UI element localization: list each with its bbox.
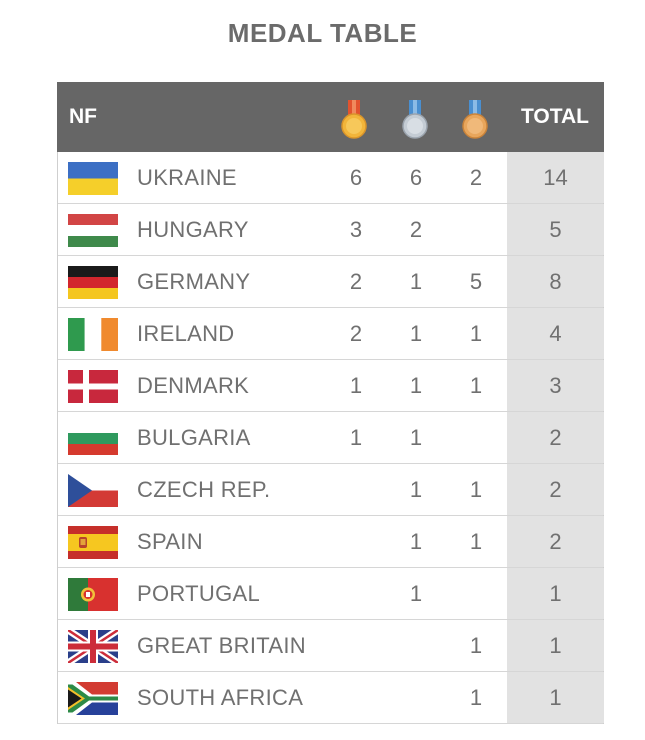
silver-count: 1 bbox=[409, 477, 423, 502]
denmark-flag-icon bbox=[68, 370, 118, 403]
table-row: DENMARK 1 1 1 3 bbox=[58, 360, 604, 412]
bronze-count: 1 bbox=[469, 373, 483, 398]
gold-count: 6 bbox=[349, 165, 363, 190]
gold-medal-icon bbox=[341, 100, 367, 139]
bronze-count: 1 bbox=[469, 477, 483, 502]
gold-count: 2 bbox=[349, 269, 363, 294]
header-nf: NF bbox=[69, 105, 97, 128]
ukraine-flag-icon bbox=[68, 162, 118, 195]
silver-count: 6 bbox=[409, 165, 423, 190]
total-count: 5 bbox=[507, 204, 604, 255]
total-count: 2 bbox=[507, 516, 604, 567]
total-count: 3 bbox=[507, 360, 604, 411]
bronze-count: 5 bbox=[469, 269, 483, 294]
table-body: UKRAINE 6 6 2 14 HUNGARY 3 2 5 GERMANY 2… bbox=[57, 152, 604, 724]
total-count: 2 bbox=[507, 412, 604, 463]
hungary-flag-icon bbox=[68, 214, 118, 247]
silver-count: 2 bbox=[409, 217, 423, 242]
great-britain-flag-icon bbox=[68, 630, 118, 663]
country-name: UKRAINE bbox=[137, 165, 237, 190]
table-header: NF TOTAL bbox=[57, 82, 604, 152]
gold-count: 2 bbox=[349, 321, 363, 346]
table-row: CZECH REP. 1 1 2 bbox=[58, 464, 604, 516]
silver-count: 1 bbox=[409, 269, 423, 294]
bulgaria-flag-icon bbox=[68, 422, 118, 455]
country-name: DENMARK bbox=[137, 373, 250, 398]
silver-count: 1 bbox=[409, 529, 423, 554]
country-name: IRELAND bbox=[137, 321, 235, 346]
silver-count: 1 bbox=[409, 373, 423, 398]
czech-flag-icon bbox=[68, 474, 118, 507]
bronze-count: 1 bbox=[469, 685, 483, 710]
germany-flag-icon bbox=[68, 266, 118, 299]
bronze-count: 1 bbox=[469, 321, 483, 346]
portugal-flag-icon bbox=[68, 578, 118, 611]
total-count: 8 bbox=[507, 256, 604, 307]
total-count: 1 bbox=[507, 672, 604, 723]
table-row: SOUTH AFRICA 1 1 bbox=[58, 672, 604, 724]
header-total: TOTAL bbox=[520, 105, 590, 128]
country-name: GREAT BRITAIN bbox=[137, 633, 306, 658]
silver-medal-icon bbox=[402, 100, 428, 139]
ireland-flag-icon bbox=[68, 318, 118, 351]
country-name: PORTUGAL bbox=[137, 581, 261, 606]
table-row: GERMANY 2 1 5 8 bbox=[58, 256, 604, 308]
gold-count: 1 bbox=[349, 373, 363, 398]
silver-count: 1 bbox=[409, 425, 423, 450]
gold-count: 1 bbox=[349, 425, 363, 450]
total-count: 1 bbox=[507, 620, 604, 671]
country-name: BULGARIA bbox=[137, 425, 251, 450]
country-name: CZECH REP. bbox=[137, 477, 271, 502]
bronze-count: 2 bbox=[469, 165, 483, 190]
south-africa-flag-icon bbox=[68, 682, 118, 715]
table-row: UKRAINE 6 6 2 14 bbox=[58, 152, 604, 204]
bronze-count: 1 bbox=[469, 529, 483, 554]
silver-count: 1 bbox=[409, 581, 423, 606]
spain-flag-icon bbox=[68, 526, 118, 559]
bronze-medal-icon bbox=[462, 100, 488, 139]
table-row: BULGARIA 1 1 2 bbox=[58, 412, 604, 464]
total-count: 2 bbox=[507, 464, 604, 515]
total-count: 4 bbox=[507, 308, 604, 359]
bronze-count: 1 bbox=[469, 633, 483, 658]
country-name: GERMANY bbox=[137, 269, 251, 294]
country-name: HUNGARY bbox=[137, 217, 249, 242]
gold-count: 3 bbox=[349, 217, 363, 242]
table-row: PORTUGAL 1 1 bbox=[58, 568, 604, 620]
silver-count: 1 bbox=[409, 321, 423, 346]
total-count: 14 bbox=[507, 152, 604, 203]
page-title: MEDAL TABLE bbox=[227, 18, 418, 48]
country-name: SPAIN bbox=[137, 529, 203, 554]
total-count: 1 bbox=[507, 568, 604, 619]
country-name: SOUTH AFRICA bbox=[137, 685, 304, 710]
table-row: SPAIN 1 1 2 bbox=[58, 516, 604, 568]
table-row: GREAT BRITAIN 1 1 bbox=[58, 620, 604, 672]
medal-table: NF TOTAL UKRAINE 6 6 bbox=[57, 82, 604, 724]
table-row: HUNGARY 3 2 5 bbox=[58, 204, 604, 256]
table-row: IRELAND 2 1 1 4 bbox=[58, 308, 604, 360]
